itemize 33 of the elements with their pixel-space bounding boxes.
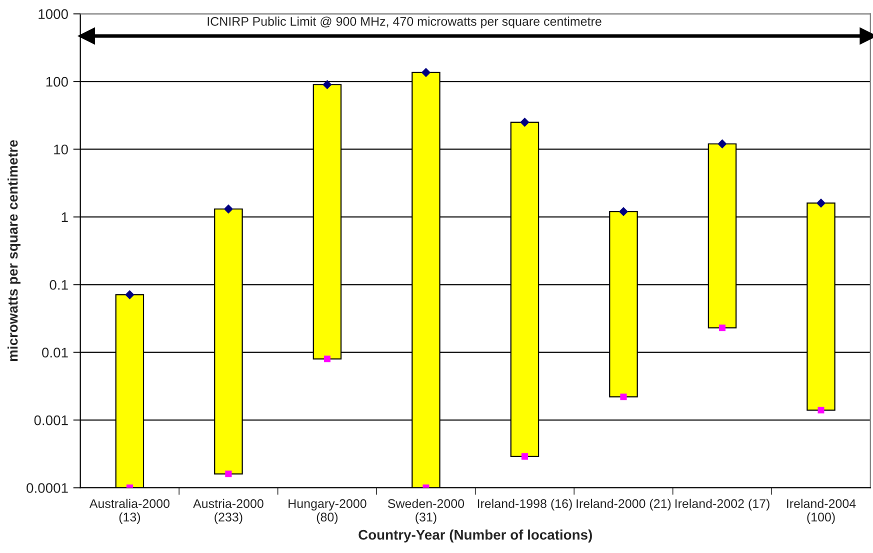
y-tick-label: 1000 bbox=[38, 9, 68, 19]
x-tick-label: Sweden-2000 (31) bbox=[388, 498, 464, 524]
point bbox=[818, 406, 824, 414]
point bbox=[718, 324, 726, 332]
y-tick-label: 0.0001 bbox=[26, 483, 68, 493]
point bbox=[520, 118, 530, 127]
point bbox=[125, 290, 134, 300]
x-tick-label: Hungary-2000 (80) bbox=[288, 499, 366, 524]
y-tick-label: 1 bbox=[62, 212, 68, 222]
x-tick-label: Ireland-1998 (16) bbox=[478, 498, 572, 511]
point bbox=[421, 68, 431, 78]
y-tick-label: 0.01 bbox=[42, 348, 68, 358]
ref-line-label: ICNIRP Public Limit @ 900 MHz, 470 microwatts per square centimetre bbox=[208, 16, 602, 28]
y-tick-label: 0.001 bbox=[34, 415, 68, 426]
point bbox=[521, 453, 528, 460]
y-tick-label: 10 bbox=[54, 144, 68, 154]
point bbox=[618, 206, 628, 216]
point bbox=[225, 470, 232, 478]
x-tick-label: Ireland-2000 (21) bbox=[576, 498, 671, 511]
point bbox=[322, 80, 332, 90]
y-tick-label: 0.1 bbox=[50, 280, 68, 290]
y-axis-title: microwatts per square centimetre bbox=[8, 140, 20, 362]
point bbox=[718, 139, 727, 148]
point bbox=[224, 204, 234, 214]
x-axis-title: Country-Year (Number of locations) bbox=[358, 530, 592, 542]
point bbox=[324, 356, 330, 362]
x-tick-label: Ireland-2002 (17) bbox=[675, 498, 770, 511]
y-tick-label: 100 bbox=[46, 76, 68, 87]
x-tick-label: Australia-2000 (13) bbox=[89, 498, 170, 524]
point bbox=[620, 394, 627, 400]
x-tick-label: Ireland-2004 (100) bbox=[787, 498, 856, 524]
point bbox=[816, 198, 826, 208]
x-tick-label: Austria-2000 (233) bbox=[193, 498, 264, 524]
